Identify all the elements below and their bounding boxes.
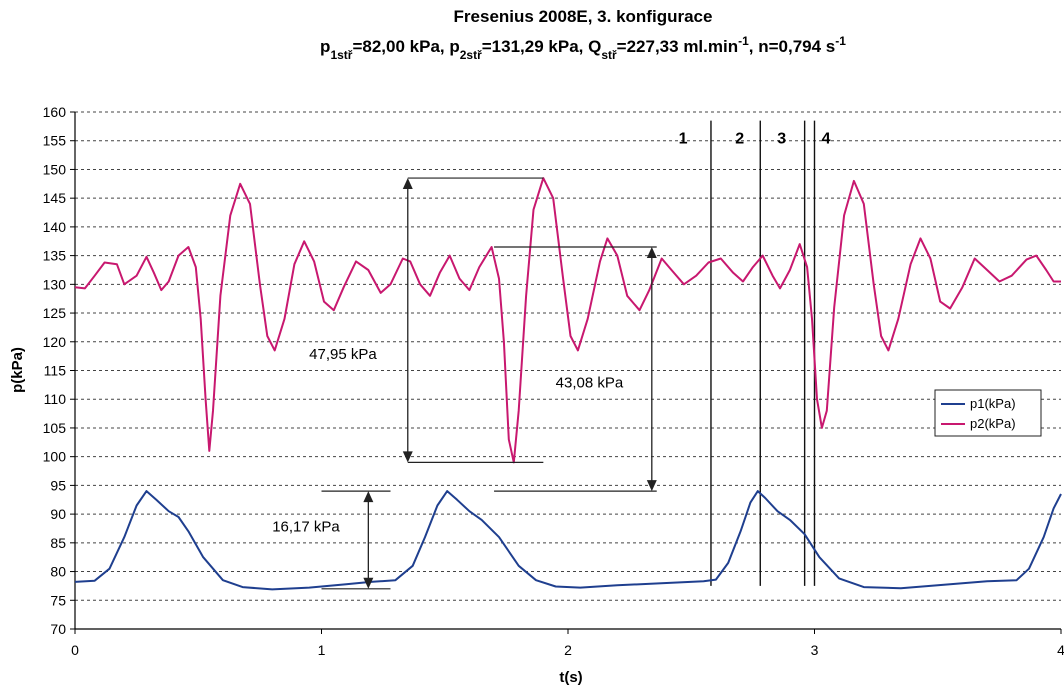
y-tick-label-120: 120 [43, 334, 67, 350]
legend-label-1: p1(kPa) [970, 396, 1016, 411]
x-tick-label-3: 3 [811, 642, 819, 658]
annotation-label-2: 43,08 kPa [556, 375, 624, 392]
annotation-arrowhead-up-1 [402, 178, 413, 190]
legend-box [934, 389, 1042, 437]
y-tick-label-70: 70 [50, 621, 66, 637]
y-tick-label-155: 155 [43, 133, 67, 149]
chart-subtitle: p1stř=82,00 kPa, p2stř=131,29 kPa, Qstř=… [320, 34, 846, 62]
legend-label-2: p2(kPa) [970, 416, 1016, 431]
marker-label-3: 3 [777, 131, 786, 148]
y-tick-label-140: 140 [43, 219, 67, 235]
annotation-label-3: 16,17 kPa [272, 518, 340, 535]
y-tick-label-85: 85 [50, 535, 66, 551]
annotation-arrowhead-down-3 [363, 577, 374, 589]
y-tick-label-135: 135 [43, 248, 67, 264]
marker-label-4: 4 [822, 131, 831, 148]
y-tick-label-110: 110 [44, 391, 67, 407]
series-line-1 [74, 490, 1062, 591]
marker-label-2: 2 [735, 131, 744, 148]
x-axis-label: t(s) [559, 669, 582, 686]
annotation-label-1: 47,95 kPa [309, 346, 377, 363]
y-tick-label-150: 150 [43, 161, 67, 177]
y-tick-label-125: 125 [43, 305, 67, 321]
plot-area: 7075808590951001051101151201251301351401… [43, 104, 1064, 658]
y-tick-label-90: 90 [50, 506, 66, 522]
y-tick-label-145: 145 [43, 190, 67, 206]
y-tick-label-160: 160 [43, 104, 67, 120]
chart-title: Fresenius 2008E, 3. konfigurace [454, 7, 713, 26]
y-tick-label-95: 95 [50, 477, 66, 493]
annotation-arrowhead-down-2 [646, 480, 657, 492]
x-tick-label-2: 2 [564, 642, 572, 658]
marker-label-1: 1 [679, 131, 688, 148]
x-tick-label-4: 4 [1057, 642, 1064, 658]
x-tick-label-1: 1 [318, 642, 326, 658]
y-tick-label-105: 105 [43, 420, 67, 436]
y-tick-label-115: 115 [44, 363, 67, 379]
x-tick-label-0: 0 [71, 642, 79, 658]
annotation-arrowhead-down-1 [402, 451, 413, 463]
y-tick-label-130: 130 [43, 276, 67, 292]
annotation-arrowhead-up-2 [646, 246, 657, 258]
y-axis-label: p(kPa) [9, 347, 26, 393]
y-tick-label-75: 75 [50, 592, 66, 608]
annotation-arrowhead-up-3 [363, 491, 374, 503]
series-line-2 [74, 177, 1061, 464]
y-tick-label-80: 80 [50, 564, 66, 580]
y-tick-label-100: 100 [43, 449, 67, 465]
